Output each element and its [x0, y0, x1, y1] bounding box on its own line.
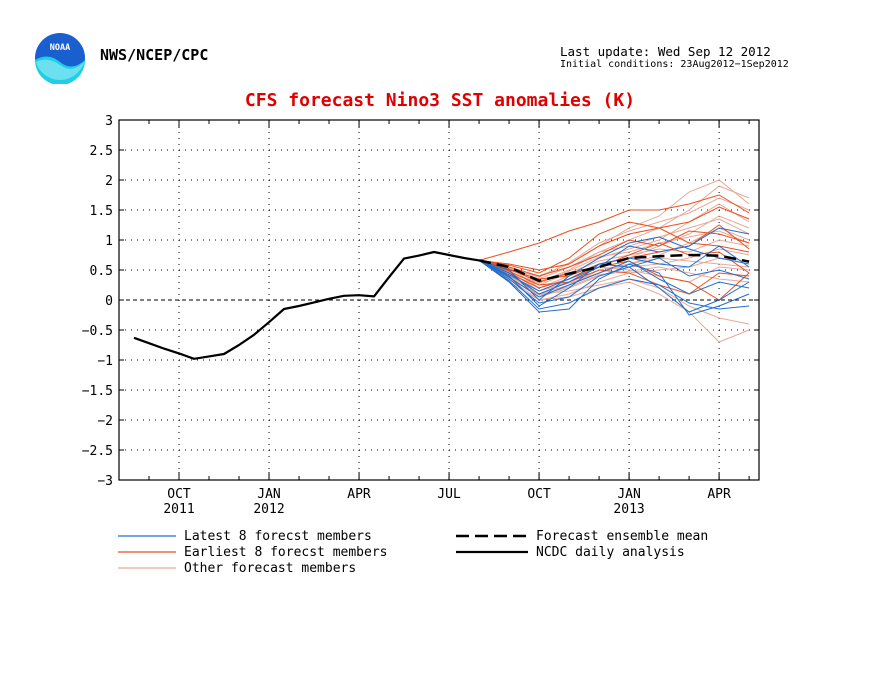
latest-member-line [478, 259, 750, 298]
plot-frame [118, 119, 760, 481]
x-tick-label: OCT [167, 487, 191, 502]
legend-mean-label: Forecast ensemble mean [536, 529, 708, 544]
latest-member-line [478, 259, 750, 310]
analysis-series [133, 250, 480, 360]
y-tick-label: 3 [105, 114, 113, 129]
ensemble-mean-line [478, 253, 750, 283]
noaa-logo: NOAA [35, 33, 85, 84]
last-update: Last update: Wed Sep 12 2012 [560, 44, 771, 59]
grid [119, 120, 759, 480]
earliest-member-line [479, 221, 750, 274]
org-label: NWS/NCEP/CPC [100, 46, 209, 64]
earliest-member-line [478, 230, 750, 277]
latest-member-line [478, 227, 750, 295]
initial-conditions: Initial conditions: 23Aug2012−1Sep2012 [560, 59, 789, 70]
chart-title: CFS forecast Nino3 SST anomalies (K) [244, 90, 636, 111]
x-tick-label: APR [347, 487, 371, 502]
latest-member-line [478, 259, 750, 316]
x-tick-label: OCT [527, 487, 551, 502]
legend-other-label: Other forecast members [184, 561, 356, 576]
earliest-member-line [479, 206, 750, 271]
y-tick-label: 0.5 [90, 264, 113, 279]
y-tick-label: 1 [105, 234, 113, 249]
legend-latest-label: Latest 8 forecst members [184, 529, 372, 544]
latest-members [478, 227, 750, 316]
legend: Latest 8 forecst members Earliest 8 fore… [118, 529, 708, 576]
x-tick-year-label: 2011 [163, 502, 194, 517]
other-member-line [478, 239, 750, 286]
earliest-member-line [478, 194, 750, 261]
x-tick-label: JAN [257, 487, 280, 502]
analysis-line [133, 250, 480, 360]
logo-wave-highlight [36, 59, 84, 80]
latest-member-line [478, 245, 750, 292]
y-tick-label: 1.5 [90, 204, 113, 219]
latest-member-line [478, 257, 750, 307]
y-tick-label: −1 [97, 354, 113, 369]
y-tick-label: 2 [105, 174, 113, 189]
y-tick-label: 0 [105, 294, 113, 309]
legend-analysis-label: NCDC daily analysis [536, 545, 685, 560]
y-tick-label: 2.5 [90, 144, 113, 159]
legend-earliest-label: Earliest 8 forecst members [184, 545, 388, 560]
other-member-line [478, 259, 750, 296]
logo-text: NOAA [50, 43, 70, 53]
earliest-member-line [478, 259, 750, 301]
y-tick-label: −0.5 [82, 324, 113, 339]
x-tick-label: JUL [437, 487, 461, 502]
y-tick-label: −2 [97, 414, 113, 429]
x-tick-label: APR [707, 487, 731, 502]
latest-member-line [478, 236, 750, 301]
x-tick-year-label: 2013 [613, 502, 644, 517]
y-axis-ticks: 3 2.5 2 1.5 1 0.5 0 −0.5 −1 −1.5 −2 −2.5 −3 [82, 114, 759, 489]
x-tick-label: JAN [617, 487, 640, 502]
y-tick-label: −2.5 [82, 444, 113, 459]
logo-wave [35, 56, 85, 84]
mean-series [478, 253, 750, 283]
x-tick-year-label: 2012 [253, 502, 284, 517]
y-tick-label: −1.5 [82, 384, 113, 399]
y-tick-label: −3 [97, 474, 113, 489]
